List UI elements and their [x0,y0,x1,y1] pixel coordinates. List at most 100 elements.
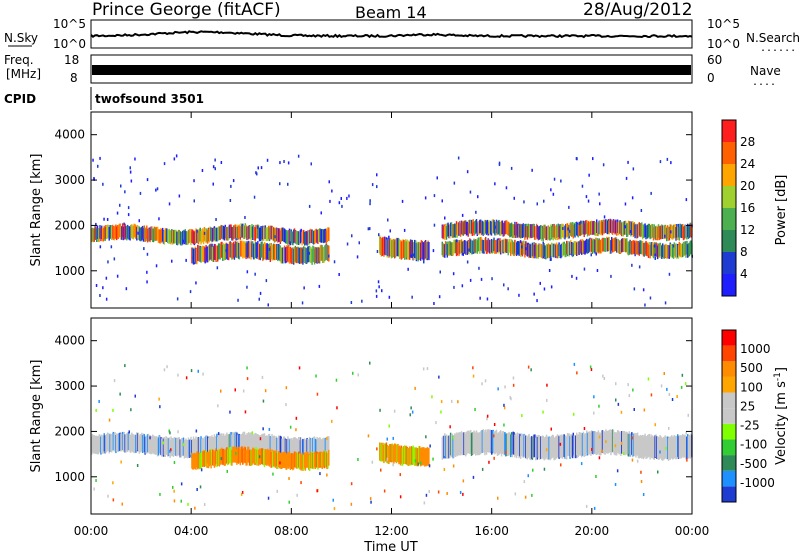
echo-cell [123,225,126,240]
echo-cell [659,242,661,257]
echo-cell [101,227,104,242]
echo-cell [588,431,590,455]
echo-cell [392,444,394,463]
scatter-cell [129,166,131,170]
scatter-cell [346,196,348,200]
echo-cell [475,430,478,454]
scatter-cell [262,427,264,431]
echo-cell [389,443,392,462]
echo-cell [296,438,298,457]
scatter-cell [548,269,551,272]
echo-cell [242,448,244,465]
echo-cell [606,220,608,234]
echo-cell [675,243,677,258]
echo-cell [617,239,620,253]
echo-cell [620,221,622,236]
scatter-cell [686,458,688,462]
echo-cell [153,226,156,241]
echo-cell [309,438,312,457]
echo-cell [419,448,422,467]
scatter-cell [155,264,158,268]
echo-cell [301,440,303,459]
echo-cell [143,225,146,239]
echo-cell [417,243,419,262]
echo-cell [653,242,656,256]
echo-cell [538,435,540,458]
echo-cell [182,229,185,244]
echo-cell [305,248,307,264]
echo-cell [109,433,111,452]
echo-cell [528,244,530,259]
echo-cell [614,220,616,235]
echo-cell [604,238,606,252]
scatter-cell [491,451,493,455]
echo-cell [322,247,324,263]
echo-cell [186,231,188,245]
echo-cell [444,435,447,459]
colorbar-tick-label: 16 [740,201,755,215]
echo-cell [380,442,383,461]
echo-cell [544,245,546,259]
scatter-cell [268,427,271,431]
echo-cell [671,435,673,458]
echo-cell [639,240,641,254]
echo-cell [688,242,691,257]
echo-cell [120,433,122,452]
scatter-cell [254,272,256,276]
echo-cell [272,451,274,468]
echo-cell [261,448,263,465]
echo-cell [193,452,196,469]
scatter-cell [640,470,642,474]
scatter-cell [576,371,578,375]
scatter-cell [237,298,239,302]
scatter-cell [132,444,134,448]
echo-cell [246,449,248,466]
x-tick-label: 04:00 [174,524,209,538]
echo-cell [202,437,204,456]
echo-cell [449,435,451,459]
echo-cell [325,230,328,245]
echo-cell [195,247,197,264]
scatter-cell [536,299,538,303]
echo-cell [684,434,686,458]
echo-cell [191,439,193,458]
echo-cell [306,247,308,264]
echo-cell [587,220,590,235]
echo-cell [199,227,201,242]
scatter-cell [571,274,573,278]
echo-cell [247,446,250,463]
echo-cell [322,229,324,243]
scatter-cell [650,393,653,397]
colorbar-tick-label: 24 [740,157,755,171]
echo-cell [299,229,302,244]
echo-cell [270,225,272,240]
echo-cell [477,432,479,456]
echo-cell [326,228,328,242]
echo-cell [254,227,257,241]
scatter-cell [259,291,262,295]
scatter-cell [256,172,258,176]
scatter-cell [274,235,276,239]
echo-cell [323,229,326,243]
echo-cell [222,449,224,465]
echo-cell [199,439,201,458]
echo-cell [278,244,281,261]
echo-cell [173,229,176,244]
echo-cell [104,227,106,241]
echo-cell [500,220,503,235]
colorbar-tick-label: 500 [740,361,763,375]
echo-cell [228,224,231,239]
echo-cell [268,434,270,453]
echo-cell [184,439,186,458]
scatter-cell [521,245,523,249]
echo-cell [209,226,211,241]
echo-cell [232,446,234,463]
echo-cell [499,238,501,252]
echo-cell [196,439,198,458]
echo-cell [657,224,660,238]
echo-cell [509,238,511,253]
scatter-cell [177,430,179,434]
echo-cell [675,436,677,460]
echo-cell [116,433,119,452]
